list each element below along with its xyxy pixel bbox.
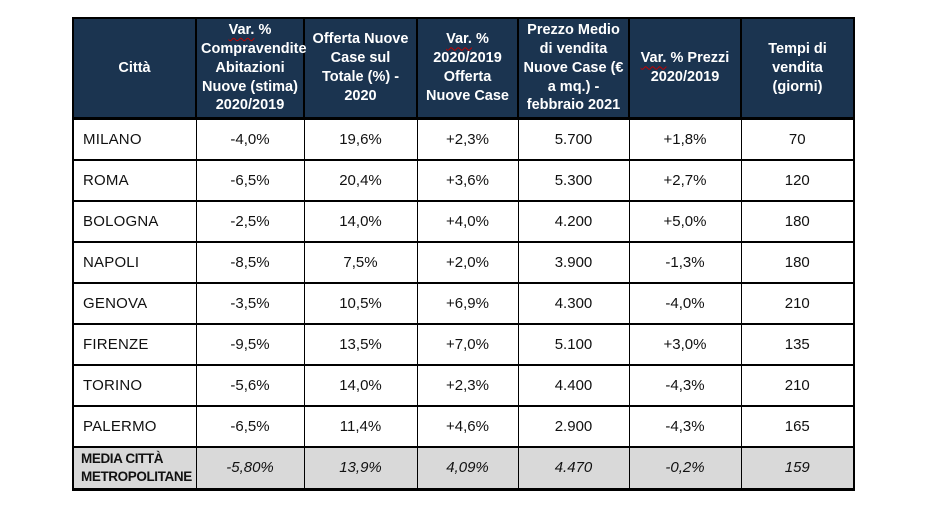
value-cell: 180	[740, 199, 855, 243]
value-cell: -4,0%	[195, 117, 305, 161]
value-cell: -8,5%	[195, 240, 305, 284]
table-row: PALERMO -6,5% 11,4% +4,6% 2.900 -4,3% 165	[72, 404, 855, 448]
value-cell: -4,3%	[628, 404, 742, 448]
city-cell: BOLOGNA	[72, 199, 197, 243]
value-cell: 10,5%	[303, 281, 418, 325]
value-cell: 3.900	[517, 240, 630, 284]
column-header: Var. % Prezzi 2020/2019	[628, 17, 742, 121]
value-cell: 14,0%	[303, 363, 418, 407]
value-cell: -9,5%	[195, 322, 305, 366]
value-cell: 14,0%	[303, 199, 418, 243]
value-cell: +2,0%	[416, 240, 519, 284]
table-row: BOLOGNA -2,5% 14,0% +4,0% 4.200 +5,0% 180	[72, 199, 855, 243]
value-cell: +2,3%	[416, 363, 519, 407]
table-row: NAPOLI -8,5% 7,5% +2,0% 3.900 -1,3% 180	[72, 240, 855, 284]
table-header: Città Var. % Compravendite Abitazioni Nuo…	[72, 17, 855, 121]
summary-row: MEDIA CITTÀ METROPOLITANE -5,80% 13,9% 4,09…	[72, 445, 855, 492]
value-cell: 210	[740, 363, 855, 407]
table-row: MILANO -4,0% 19,6% +2,3% 5.700 +1,8% 70	[72, 117, 855, 161]
value-cell: -6,5%	[195, 404, 305, 448]
city-cell: GENOVA	[72, 281, 197, 325]
value-cell: +3,0%	[628, 322, 742, 366]
value-cell: 120	[740, 158, 855, 202]
value-cell: 4.400	[517, 363, 630, 407]
city-cell: FIRENZE	[72, 322, 197, 366]
value-cell: +4,6%	[416, 404, 519, 448]
value-cell: -2,5%	[195, 199, 305, 243]
value-cell: 5.100	[517, 322, 630, 366]
value-cell: 210	[740, 281, 855, 325]
value-cell: -5,80%	[195, 445, 305, 492]
value-cell: 2.900	[517, 404, 630, 448]
table-row: GENOVA -3,5% 10,5% +6,9% 4.300 -4,0% 210	[72, 281, 855, 325]
value-cell: 4.470	[517, 445, 630, 492]
value-cell: +2,7%	[628, 158, 742, 202]
city-cell: NAPOLI	[72, 240, 197, 284]
value-cell: +4,0%	[416, 199, 519, 243]
value-cell: 5.300	[517, 158, 630, 202]
value-cell: 70	[740, 117, 855, 161]
column-header: Città	[72, 17, 197, 121]
value-cell: 13,9%	[303, 445, 418, 492]
value-cell: 11,4%	[303, 404, 418, 448]
value-cell: -0,2%	[628, 445, 742, 492]
value-cell: -4,0%	[628, 281, 742, 325]
value-cell: 19,6%	[303, 117, 418, 161]
value-cell: -1,3%	[628, 240, 742, 284]
value-cell: 135	[740, 322, 855, 366]
city-cell: PALERMO	[72, 404, 197, 448]
value-cell: 4.300	[517, 281, 630, 325]
value-cell: -3,5%	[195, 281, 305, 325]
value-cell: 159	[740, 445, 855, 492]
column-header: Prezzo Medio di vendita Nuove Case (€ a …	[517, 17, 630, 121]
spellcheck-squiggle: Var.	[446, 31, 472, 48]
city-cell: TORINO	[72, 363, 197, 407]
value-cell: +2,3%	[416, 117, 519, 161]
table-row: FIRENZE -9,5% 13,5% +7,0% 5.100 +3,0% 135	[72, 322, 855, 366]
value-cell: 13,5%	[303, 322, 418, 366]
value-cell: -4,3%	[628, 363, 742, 407]
housing-market-table: Città Var. % Compravendite Abitazioni Nuo…	[72, 17, 855, 492]
value-cell: 4,09%	[416, 445, 519, 492]
column-header: Var. % Compravendite Abitazioni Nuove (s…	[195, 17, 307, 121]
value-cell: -5,6%	[195, 363, 305, 407]
value-cell: 165	[740, 404, 855, 448]
value-cell: 7,5%	[303, 240, 418, 284]
column-header: Var. % 2020/2019 Offerta Nuove Case	[416, 17, 519, 121]
column-header: Tempi di vendita (giorni)	[740, 17, 855, 121]
value-cell: +7,0%	[416, 322, 519, 366]
value-cell: 4.200	[517, 199, 630, 243]
value-cell: 20,4%	[303, 158, 418, 202]
value-cell: +1,8%	[628, 117, 742, 161]
value-cell: +6,9%	[416, 281, 519, 325]
table-row: TORINO -5,6% 14,0% +2,3% 4.400 -4,3% 210	[72, 363, 855, 407]
city-cell: MEDIA CITTÀ METROPOLITANE	[72, 445, 197, 492]
value-cell: 5.700	[517, 117, 630, 161]
value-cell: +5,0%	[628, 199, 742, 243]
value-cell: -6,5%	[195, 158, 305, 202]
spellcheck-squiggle: Var.	[228, 22, 255, 38]
value-cell: 180	[740, 240, 855, 284]
column-header: Offerta Nuove Case sul Totale (%) - 2020	[303, 17, 418, 121]
table-row: ROMA -6,5% 20,4% +3,6% 5.300 +2,7% 120	[72, 158, 855, 202]
value-cell: +3,6%	[416, 158, 519, 202]
spellcheck-squiggle: Var.	[640, 50, 667, 67]
city-cell: ROMA	[72, 158, 197, 202]
header-row: Città Var. % Compravendite Abitazioni Nuo…	[72, 17, 855, 121]
city-cell: MILANO	[72, 117, 197, 161]
